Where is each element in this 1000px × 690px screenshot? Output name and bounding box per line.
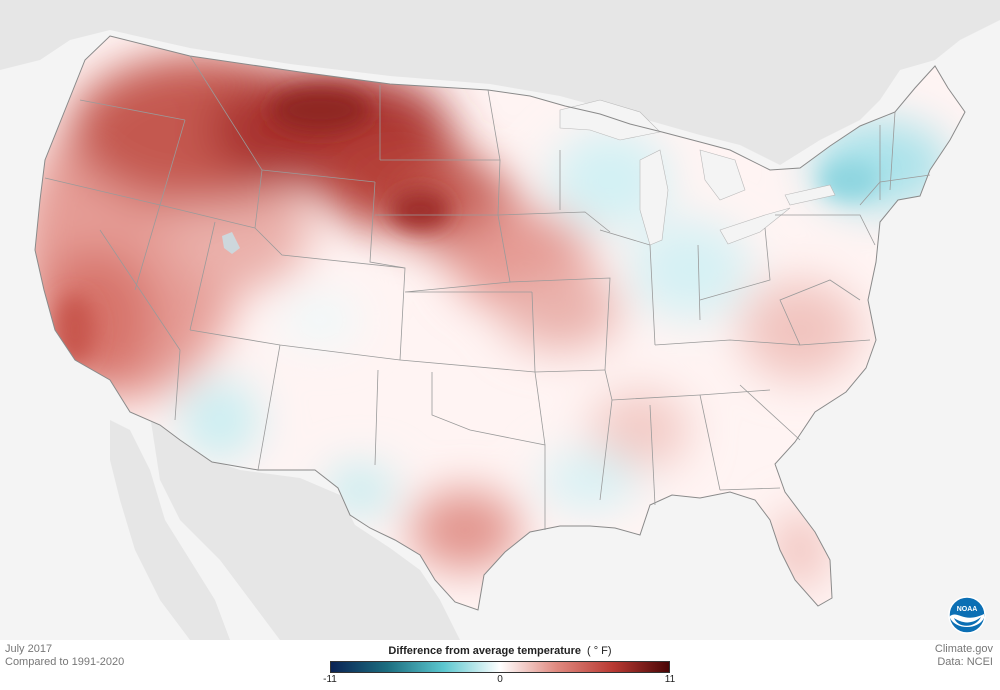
svg-text:NOAA: NOAA <box>957 606 978 613</box>
data-source-credit: Data: NCEI <box>937 656 993 668</box>
state-borders <box>34 35 966 611</box>
color-legend: Difference from average temperature( ° F… <box>323 645 675 687</box>
baseline-label: Compared to 1991-2020 <box>5 656 125 668</box>
legend-unit: ( ° F) <box>587 645 612 657</box>
anomaly-shading <box>35 55 950 590</box>
site-credit: Climate.gov <box>934 643 993 655</box>
map-credits: Climate.gov Data: NCEI <box>935 643 993 669</box>
great-salt-lake <box>222 232 240 254</box>
legend-tick-min: -11 <box>323 674 337 685</box>
period-label: July 2017 <box>5 643 53 655</box>
legend-title: Difference from average temperature( ° F… <box>388 645 612 657</box>
surrounding-land <box>0 0 1000 640</box>
great-lakes <box>559 99 836 246</box>
map-footer: July 2017 Compared to 1991-2020 Differen… <box>0 640 1000 690</box>
map-metadata: July 2017 Compared to 1991-2020 <box>5 643 124 669</box>
map-svg <box>0 0 1000 640</box>
legend-tick-max: 11 <box>664 674 676 685</box>
legend-tick-mid: 0 <box>497 674 503 685</box>
temperature-anomaly-map <box>0 0 1000 640</box>
legend-ticks: -11 0 11 <box>323 673 675 687</box>
legend-color-bar <box>330 661 670 673</box>
noaa-logo-icon: NOAA <box>948 596 986 634</box>
